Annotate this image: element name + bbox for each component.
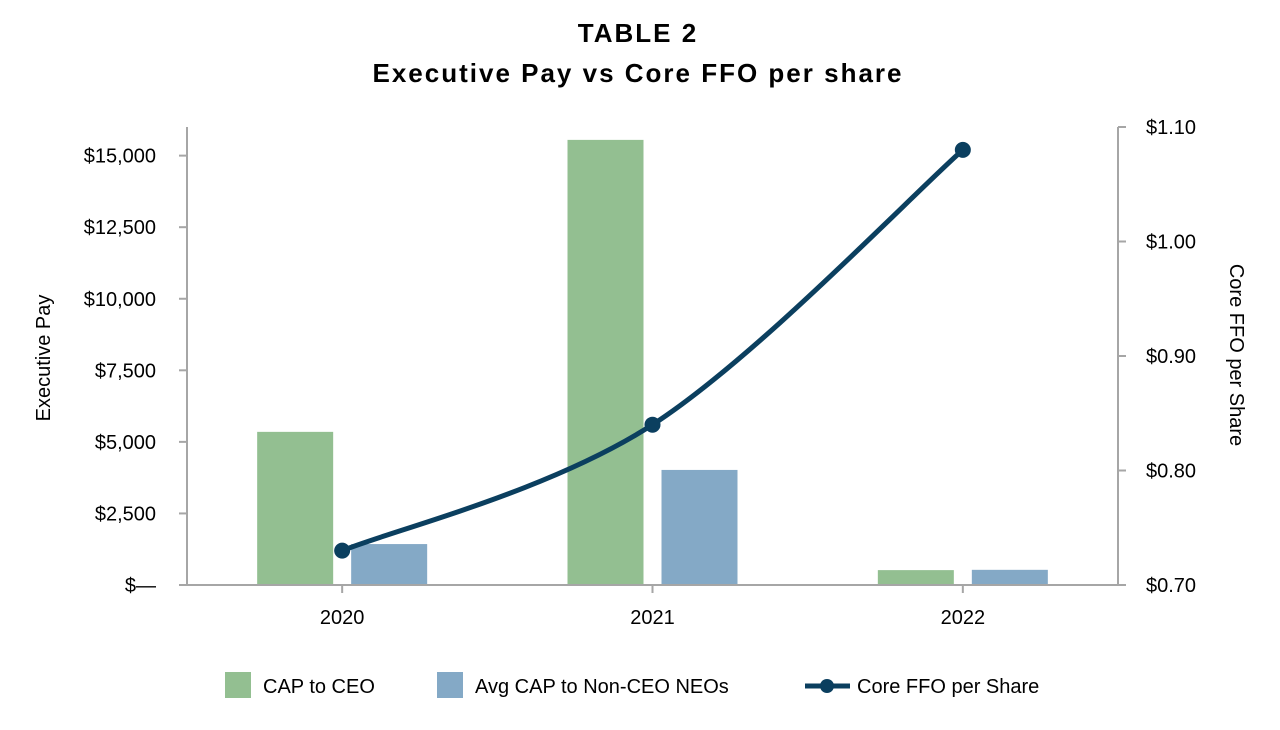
- bar-avg-cap-to-non-ceo-neos-2021: [661, 469, 738, 585]
- y-tick-label: $12,500: [84, 217, 156, 239]
- bar-cap-to-ceo-2020: [257, 431, 334, 585]
- legend-swatch-avg-cap: [437, 672, 463, 698]
- point-core-ffo-2022: [954, 141, 971, 158]
- bar-avg-cap-to-non-ceo-neos-2020: [351, 544, 428, 585]
- point-core-ffo-2020: [334, 542, 351, 559]
- y-tick-label: $15,000: [84, 146, 156, 168]
- y-tick-label: $—: [125, 575, 156, 597]
- legend-marker-core-ffo: [820, 679, 834, 693]
- x-tick-label: 2022: [941, 607, 986, 629]
- x-tick-label: 2021: [630, 607, 675, 629]
- y2-tick-label: $0.70: [1146, 575, 1196, 597]
- y2-tick-label: $0.90: [1146, 346, 1196, 368]
- legend-label-avg-cap: Avg CAP to Non-CEO NEOs: [475, 676, 729, 698]
- bar-cap-to-ceo-2022: [877, 570, 954, 585]
- legend-label-cap-ceo: CAP to CEO: [263, 676, 375, 698]
- plot-area: $— $2,500 $5,000 $7,500 $10,000 $12,500 $15,00…: [84, 117, 1196, 629]
- bar-avg-cap-to-non-ceo-neos-2022: [971, 569, 1048, 585]
- legend-label-core-ffo: Core FFO per Share: [857, 676, 1039, 698]
- y2-tick-label: $1.00: [1146, 232, 1196, 254]
- y-tick-label: $10,000: [84, 289, 156, 311]
- y2-tick-label: $0.80: [1146, 461, 1196, 483]
- chart-title: TABLE 2: [578, 18, 698, 48]
- y-tick-label: $7,500: [95, 360, 156, 382]
- y-axis-label: Executive Pay: [33, 295, 55, 422]
- y2-tick-label: $1.10: [1146, 117, 1196, 139]
- legend: CAP to CEO Avg CAP to Non-CEO NEOs Core …: [225, 672, 1039, 698]
- y2-axis-label: Core FFO per Share: [1225, 264, 1247, 446]
- bar-cap-to-ceo-2021: [567, 139, 644, 585]
- y-tick-label: $5,000: [95, 432, 156, 454]
- legend-swatch-cap-ceo: [225, 672, 251, 698]
- x-tick-label: 2020: [320, 607, 365, 629]
- y-tick-label: $2,500: [95, 503, 156, 525]
- chart-subtitle: Executive Pay vs Core FFO per share: [373, 58, 904, 88]
- point-core-ffo-2021: [644, 416, 661, 433]
- line-core-ffo-per-share: [339, 147, 966, 554]
